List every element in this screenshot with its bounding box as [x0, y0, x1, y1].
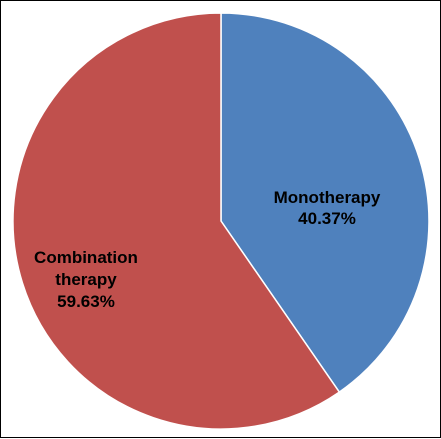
slice-value-label: 59.63% — [57, 292, 115, 311]
slice-label-2: Combination therapy 59.63% — [34, 248, 138, 311]
pie-slice-2 — [12, 12, 341, 430]
slice-category-label: Monotherapy — [274, 188, 381, 207]
slice-category-label: Combination — [34, 248, 138, 267]
pie-slice-1 — [220, 12, 430, 394]
slice-value-label: 40.37% — [298, 209, 356, 228]
slice-category-label: therapy — [55, 270, 117, 289]
pie-slices — [12, 12, 430, 430]
slice-label-1: Monotherapy 40.37% — [274, 188, 381, 228]
pie-labels: Monotherapy 40.37% Combination therapy 59.63… — [34, 188, 381, 311]
